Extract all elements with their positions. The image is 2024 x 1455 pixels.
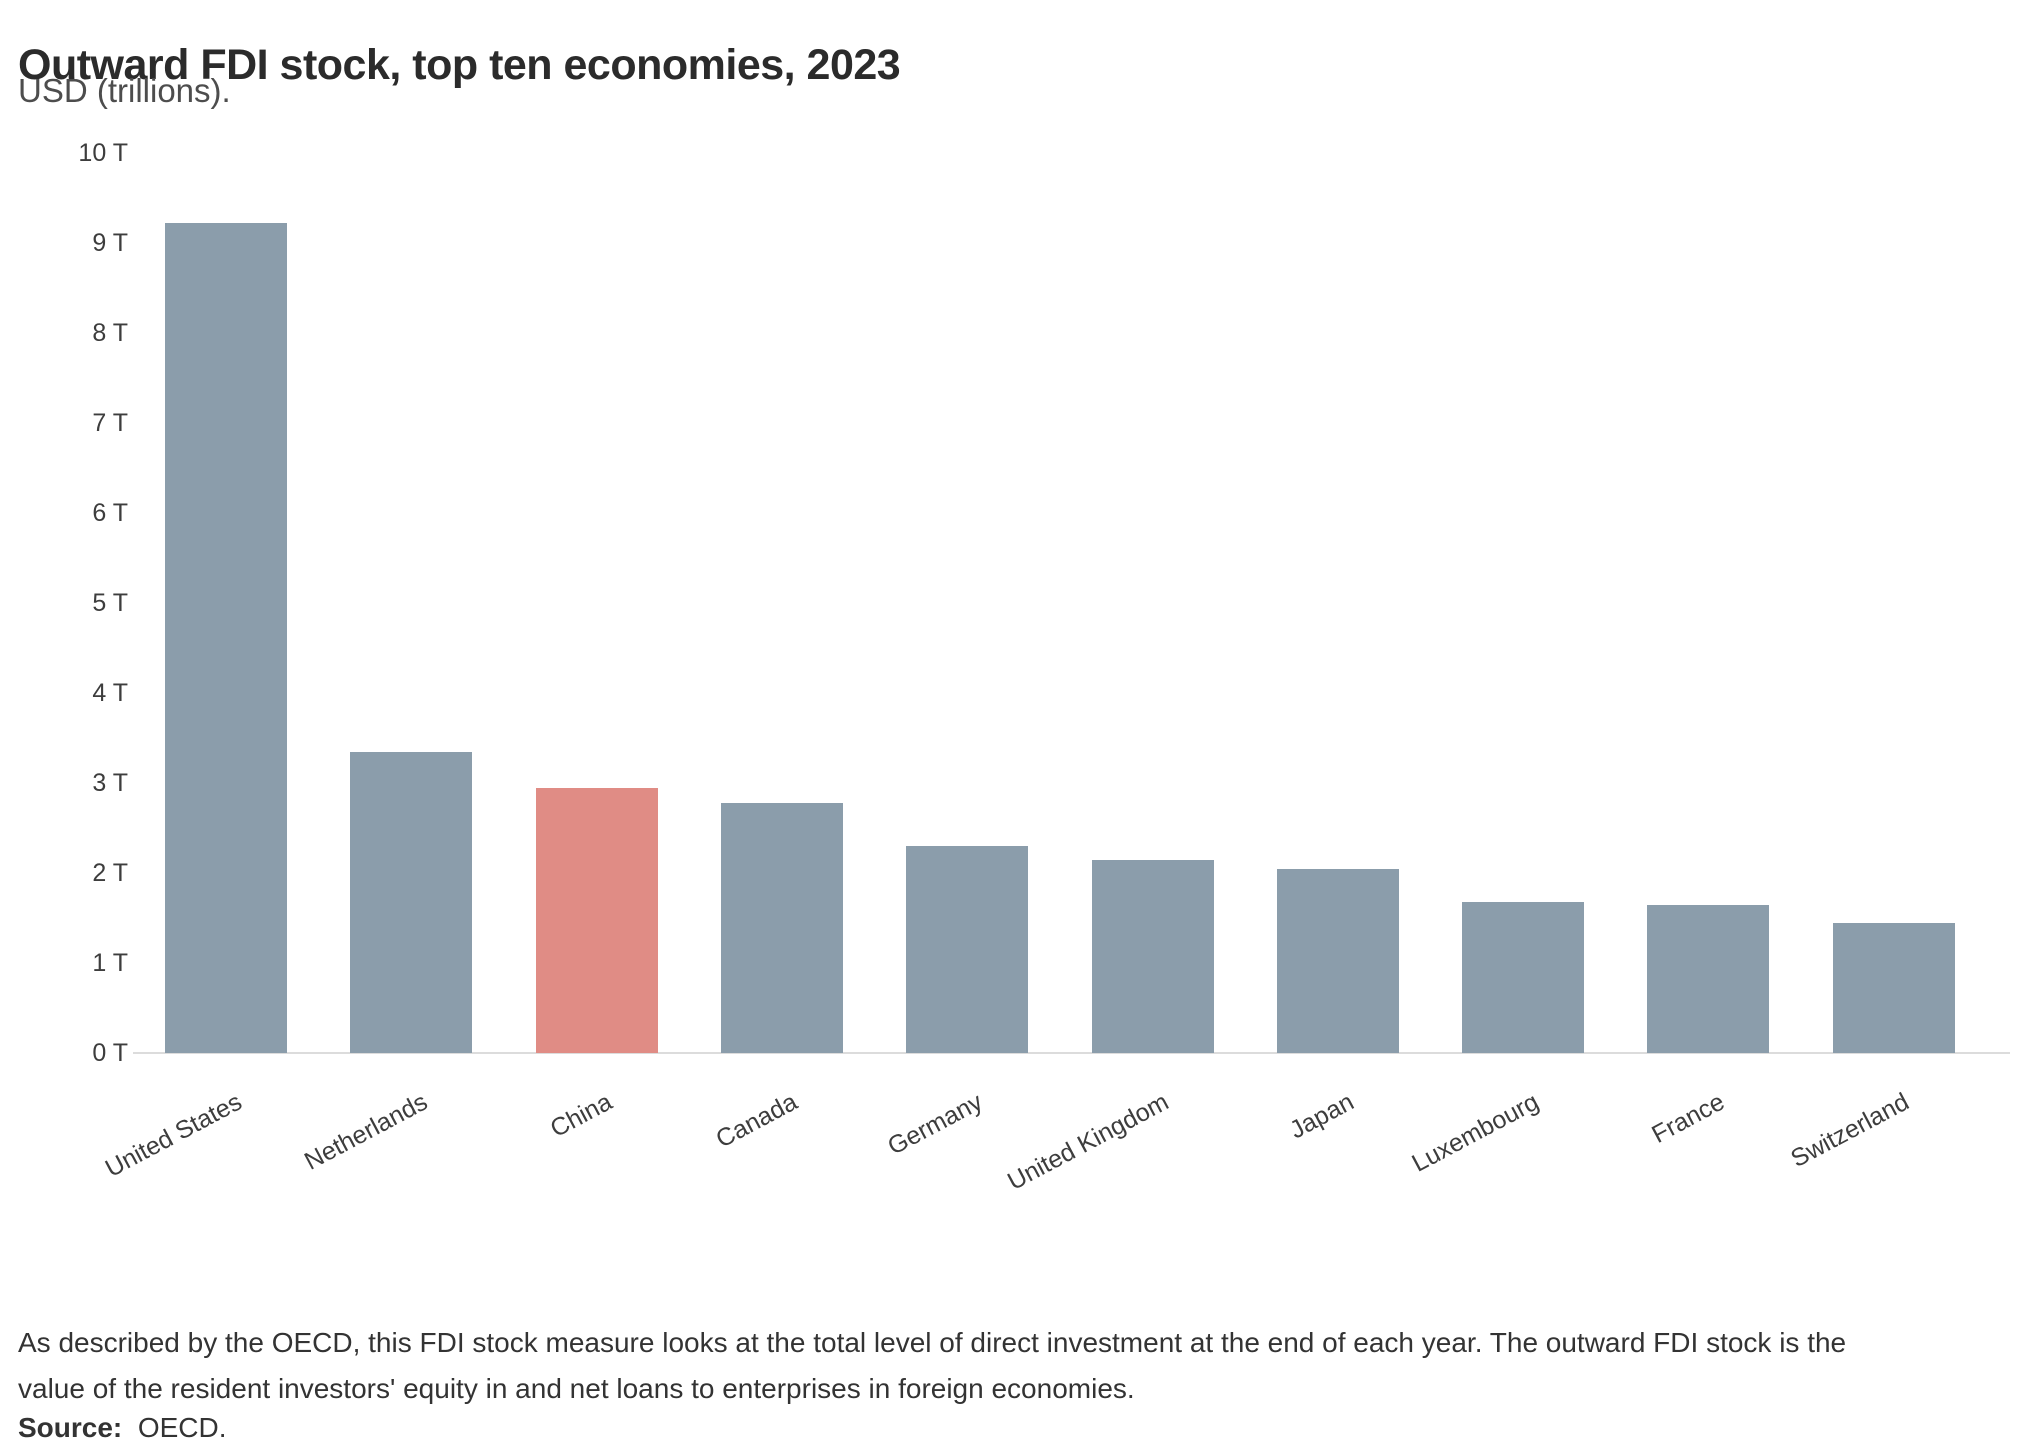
x-axis-label-germany: Germany: [883, 1087, 988, 1161]
y-axis-tick-label: 3 T: [92, 769, 128, 797]
y-axis-tick-label: 9 T: [92, 229, 128, 257]
x-axis-baseline: [133, 1052, 2010, 1054]
y-axis-tick-label: 5 T: [92, 589, 128, 617]
source-label: Source:: [18, 1412, 123, 1443]
y-axis-tick-label: 1 T: [92, 949, 128, 977]
source-name: OECD.: [137, 1412, 227, 1443]
x-axis-label-switzerland: Switzerland: [1786, 1087, 1915, 1174]
chart-subtitle: USD (trillions).: [18, 72, 231, 109]
y-axis-tick-label: 8 T: [92, 319, 128, 347]
source-line: Source: OECD.: [18, 1412, 227, 1444]
bar-germany: [906, 846, 1029, 1053]
bar-united-states: [165, 223, 287, 1053]
x-axis-label-netherlands: Netherlands: [299, 1087, 432, 1176]
x-axis-label-united-kingdom: United Kingdom: [1002, 1087, 1173, 1196]
bar-france: [1647, 905, 1770, 1053]
bar-switzerland: [1832, 922, 1955, 1053]
y-axis-tick-label: 7 T: [92, 409, 128, 437]
chart-description: As described by the OECD, this FDI stock…: [18, 1327, 1847, 1404]
x-axis-label-japan: Japan: [1284, 1087, 1359, 1145]
y-axis-tick-label: 4 T: [92, 679, 128, 707]
bar-united-kingdom: [1091, 860, 1214, 1053]
chart-title: Outward FDI stock, top ten economies, 20…: [18, 40, 901, 89]
bar-luxembourg: [1462, 901, 1585, 1053]
bar-japan: [1276, 869, 1399, 1053]
bar-china: [535, 788, 658, 1053]
x-axis-label-china: China: [546, 1087, 617, 1144]
bar-canada: [720, 802, 843, 1053]
y-axis-tick-label: 0 T: [92, 1039, 128, 1067]
x-axis-label-united-states: United States: [100, 1087, 247, 1183]
x-axis-label-canada: Canada: [711, 1087, 803, 1154]
x-axis-label-france: France: [1646, 1087, 1729, 1149]
y-axis-tick-label: 2 T: [92, 859, 128, 887]
source-value: [130, 1412, 138, 1443]
x-axis-label-luxembourg: Luxembourg: [1407, 1087, 1544, 1178]
y-axis-tick-label: 6 T: [92, 499, 128, 527]
bar-netherlands: [350, 751, 473, 1053]
y-axis-tick-label: 10 T: [78, 139, 128, 167]
